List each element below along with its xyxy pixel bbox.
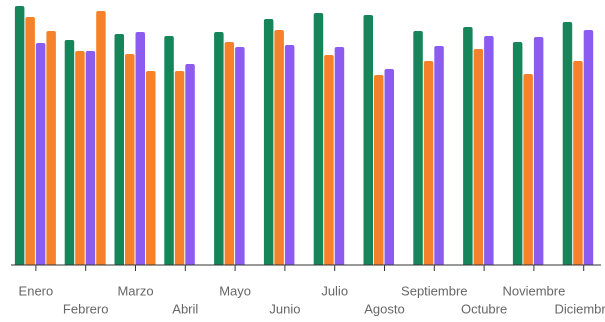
bar bbox=[146, 71, 156, 265]
bar bbox=[164, 36, 174, 265]
x-tick-label: Enero bbox=[19, 283, 54, 298]
bar bbox=[423, 61, 434, 265]
bar bbox=[523, 74, 533, 265]
bar bbox=[512, 42, 523, 265]
bar bbox=[114, 34, 124, 265]
bar bbox=[274, 30, 284, 265]
x-tick-label: Septiembre bbox=[401, 283, 467, 298]
bar bbox=[413, 31, 423, 265]
x-tick-label: Febrero bbox=[63, 301, 109, 316]
bar bbox=[562, 22, 573, 265]
bar bbox=[533, 37, 544, 265]
bar bbox=[384, 69, 394, 265]
bar bbox=[224, 42, 235, 265]
bar bbox=[573, 61, 583, 265]
bar bbox=[284, 45, 295, 265]
x-tick-label: Octubre bbox=[461, 301, 507, 316]
bar bbox=[473, 49, 484, 265]
bar bbox=[46, 31, 56, 265]
bar bbox=[174, 71, 185, 265]
bar bbox=[484, 36, 494, 265]
bar bbox=[363, 15, 373, 265]
bar bbox=[463, 27, 473, 265]
bar bbox=[135, 32, 145, 265]
x-tick-label: Junio bbox=[269, 301, 300, 316]
bar bbox=[35, 43, 46, 265]
bar bbox=[125, 54, 135, 265]
bar bbox=[185, 64, 195, 265]
bar bbox=[434, 46, 444, 265]
x-tick-label: Mayo bbox=[219, 283, 251, 298]
bar bbox=[96, 11, 106, 265]
bar bbox=[235, 47, 245, 265]
x-tick-label: Abril bbox=[172, 301, 198, 316]
x-tick-label: Julio bbox=[321, 283, 348, 298]
bar bbox=[374, 75, 384, 265]
bar bbox=[313, 13, 324, 265]
bar bbox=[214, 32, 224, 265]
x-tick-label: Diciembre bbox=[554, 301, 605, 316]
bar bbox=[334, 47, 345, 265]
bar bbox=[25, 17, 35, 265]
bar bbox=[263, 19, 274, 265]
bar bbox=[64, 40, 75, 265]
bar bbox=[324, 55, 334, 265]
x-tick-label: Marzo bbox=[117, 283, 153, 298]
x-tick-label: Noviembre bbox=[502, 283, 565, 298]
bar bbox=[14, 6, 25, 265]
x-tick-label: Agosto bbox=[364, 301, 404, 316]
bar bbox=[583, 30, 594, 265]
bar bbox=[75, 51, 85, 265]
bar bbox=[85, 51, 96, 265]
